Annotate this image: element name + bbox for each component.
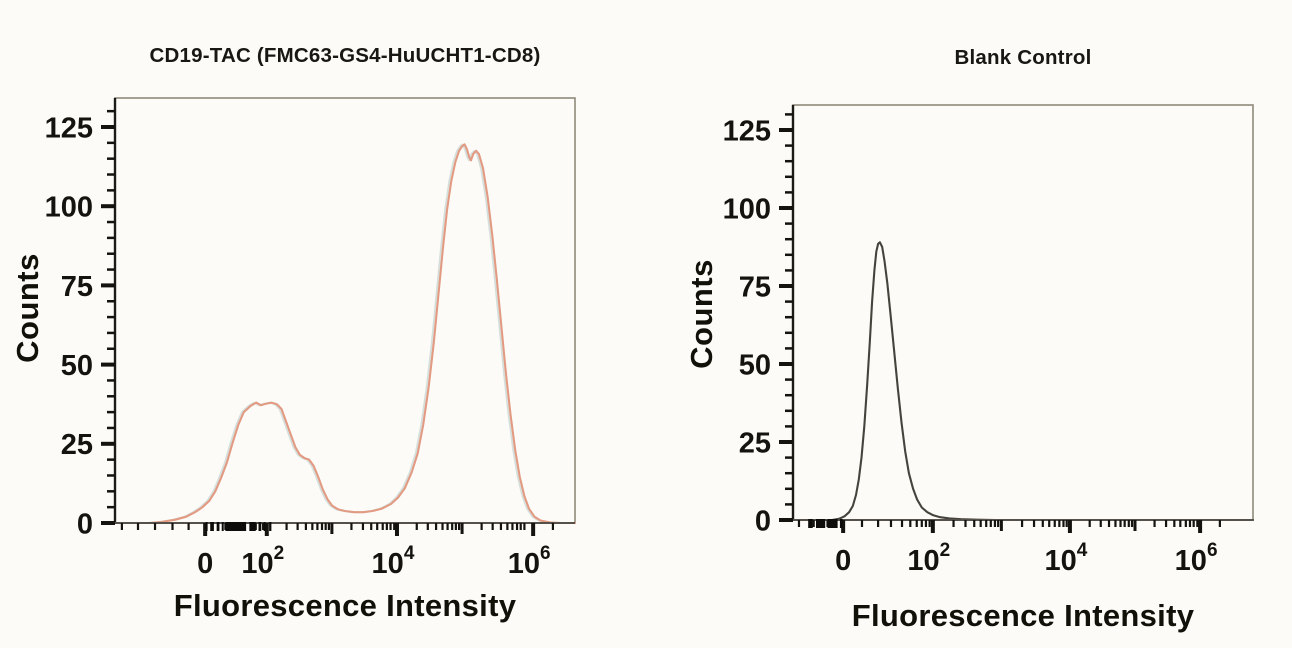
x-tick-label: 102	[907, 540, 950, 577]
left-x-axis-label: Fluorescence Intensity	[173, 588, 517, 623]
y-tick-label: 0	[755, 505, 771, 537]
event-pileup-rug	[808, 519, 813, 528]
y-tick-label: 25	[61, 429, 93, 461]
panel-cd19-tac: CD19-TAC (FMC63-GS4-HuUCHT1-CD8) 0 25 50 75…	[10, 44, 577, 623]
event-pileup-rug	[263, 522, 266, 531]
panel-blank-control: Blank Control 0 25 50 75 100 125 0 102 104 106 Co…	[646, 0, 1292, 648]
left-histogram-plot: 0 25 50 75 100 125 0 102 104 106	[45, 97, 577, 580]
left-y-axis-label: Counts	[10, 253, 45, 363]
event-pileup-rug	[210, 522, 214, 531]
histogram-curve	[791, 241, 1255, 522]
event-pileup-rug	[221, 522, 224, 531]
x-tick-label: 102	[241, 543, 284, 580]
event-pileup-rug	[816, 519, 826, 528]
y-tick-label: 0	[77, 508, 93, 540]
x-tick-label: 0	[835, 545, 851, 577]
event-pileup-rug	[216, 522, 220, 531]
right-y-axis-label: Counts	[684, 259, 719, 369]
event-pileup-rug	[225, 522, 247, 531]
curve-underlay	[112, 143, 574, 524]
y-tick-label: 125	[723, 115, 771, 147]
y-tick-label: 100	[45, 192, 93, 224]
right-histogram-plot: 0 25 50 75 100 125 0 102 104 106	[723, 104, 1255, 577]
y-tick-label: 100	[723, 193, 771, 225]
event-pileup-rug	[827, 519, 838, 528]
x-tick-label: 0	[197, 548, 213, 580]
left-chart-title: CD19-TAC (FMC63-GS4-HuUCHT1-CD8)	[149, 44, 541, 67]
x-tick-label: 106	[1175, 540, 1218, 577]
x-tick-label: 104	[372, 543, 415, 580]
event-pileup-rug	[839, 519, 843, 528]
y-tick-label: 125	[45, 112, 93, 144]
histogram-curve	[113, 143, 577, 525]
right-x-axis-label: Fluorescence Intensity	[851, 598, 1195, 633]
event-pileup-rug	[258, 522, 262, 531]
y-tick-label: 50	[61, 350, 93, 382]
plot-frame	[114, 97, 576, 524]
x-tick-label: 104	[1044, 540, 1087, 577]
y-tick-label: 25	[739, 427, 771, 459]
event-pileup-rug	[269, 522, 272, 531]
x-tick-label: 106	[508, 543, 551, 580]
event-pileup-rug	[249, 522, 256, 531]
right-chart-title: Blank Control	[954, 46, 1092, 69]
y-tick-label: 50	[739, 349, 771, 381]
event-pileup-rug	[205, 522, 208, 531]
y-tick-label: 75	[739, 271, 771, 303]
y-tick-label: 75	[61, 271, 93, 303]
